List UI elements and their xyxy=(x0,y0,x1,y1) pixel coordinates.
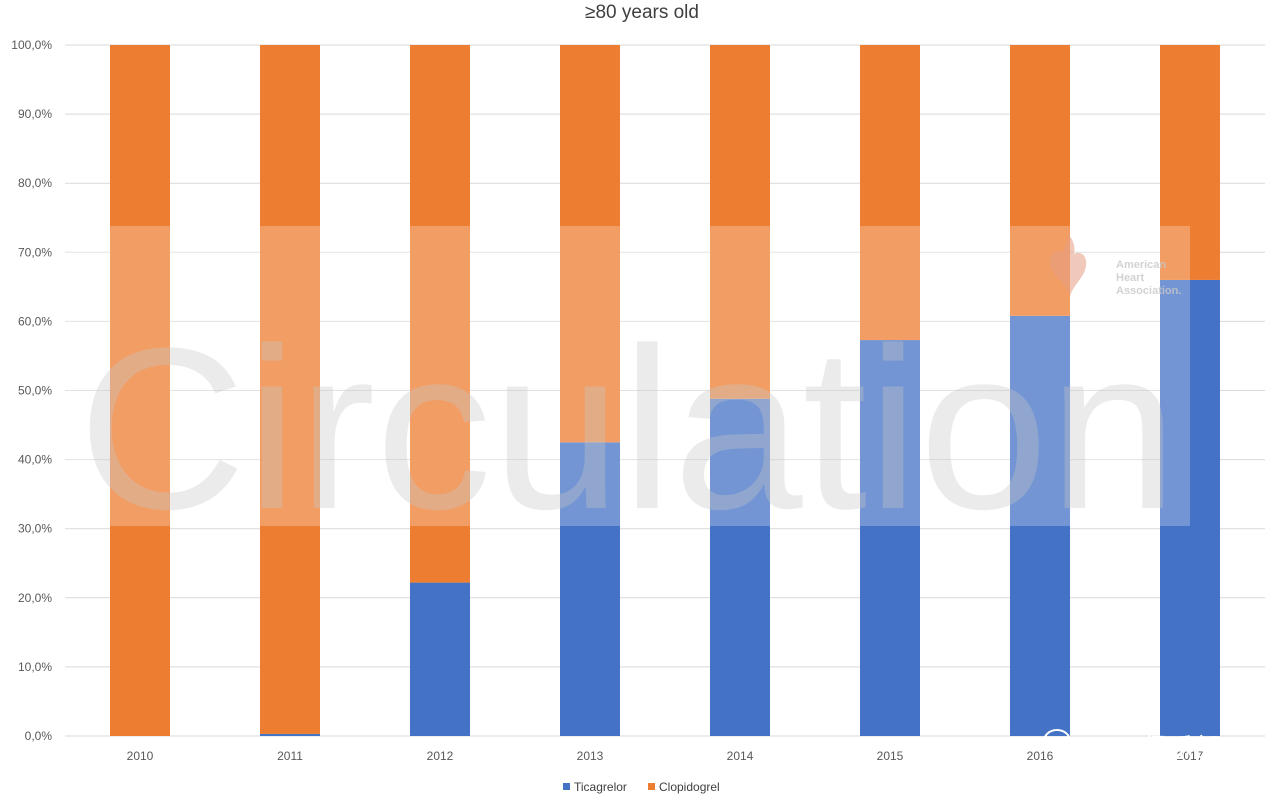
x-tick-label: 2015 xyxy=(877,749,904,763)
circulation-watermark: Circulation xyxy=(60,226,1190,557)
x-tick-label: 2010 xyxy=(127,749,154,763)
aha-logo-line-3: Association. xyxy=(1116,285,1181,297)
y-axis-tick-labels: 0,0% 10,0% 20,0% 30,0% 40,0% 50,0% 60,0% 70,0% 8… xyxy=(11,38,52,743)
bars xyxy=(110,45,1220,736)
aha-logo: American Heart Association. xyxy=(1049,234,1181,297)
bar-ticagrelor-2014 xyxy=(710,398,770,736)
y-tick-label: 90,0% xyxy=(18,107,52,121)
y-tick-label: 10,0% xyxy=(18,660,52,674)
y-tick-label: 80,0% xyxy=(18,176,52,190)
x-tick-label: 2013 xyxy=(577,749,604,763)
wechat-watermark-text: SVN俱乐部 xyxy=(1088,734,1220,764)
bar-clopidogrel-2017 xyxy=(1160,45,1220,280)
legend-label-ticagrelor: Ticagrelor xyxy=(574,780,627,794)
aha-logo-line-2: Heart xyxy=(1116,272,1144,284)
legend-label-clopidogrel: Clopidogrel xyxy=(659,780,720,794)
bar-ticagrelor-2011 xyxy=(260,733,320,736)
x-axis-tick-labels: 2010 2011 2012 2013 2014 2015 2016 2017 xyxy=(127,749,1204,763)
aha-torch-icon xyxy=(1049,234,1087,296)
x-tick-label: 2011 xyxy=(277,749,303,763)
chart-title: ≥80 years old xyxy=(585,2,699,23)
x-tick-label: 2014 xyxy=(727,749,754,763)
legend-swatch-clopidogrel xyxy=(648,783,655,790)
wechat-icon xyxy=(1043,729,1083,762)
bar-ticagrelor-2012 xyxy=(410,582,470,736)
aha-logo-line-1: American xyxy=(1116,259,1166,271)
watermark-band xyxy=(60,226,1190,526)
bar-ticagrelor-2015 xyxy=(860,340,920,736)
legend: Ticagrelor Clopidogrel xyxy=(563,780,720,794)
x-tick-label: 2012 xyxy=(427,749,454,763)
x-tick-label: 2016 xyxy=(1027,749,1054,763)
y-tick-label: 20,0% xyxy=(18,591,52,605)
bar-clopidogrel-2011 xyxy=(260,45,320,734)
legend-swatch-ticagrelor xyxy=(563,783,570,790)
bar-clopidogrel-2010 xyxy=(110,45,170,736)
bar-clopidogrel-2014 xyxy=(710,45,770,399)
wechat-watermark: SVN俱乐部 xyxy=(1043,729,1220,764)
y-tick-label: 30,0% xyxy=(18,522,52,536)
bar-ticagrelor-2013 xyxy=(560,442,620,736)
bar-ticagrelor-2016 xyxy=(1010,315,1070,736)
bar-clopidogrel-2012 xyxy=(410,45,470,583)
bar-clopidogrel-2013 xyxy=(560,45,620,443)
y-tick-label: 100,0% xyxy=(11,38,52,52)
bar-ticagrelor-2017 xyxy=(1160,279,1220,736)
y-tick-label: 40,0% xyxy=(18,453,52,467)
x-tick-label: 2017 xyxy=(1177,749,1204,763)
y-tick-label: 0,0% xyxy=(25,729,53,743)
bar-clopidogrel-2015 xyxy=(860,45,920,341)
y-tick-label: 60,0% xyxy=(18,314,52,328)
y-tick-label: 70,0% xyxy=(18,245,52,259)
watermark-text: Circulation xyxy=(78,300,1178,557)
y-tick-label: 50,0% xyxy=(18,384,52,398)
